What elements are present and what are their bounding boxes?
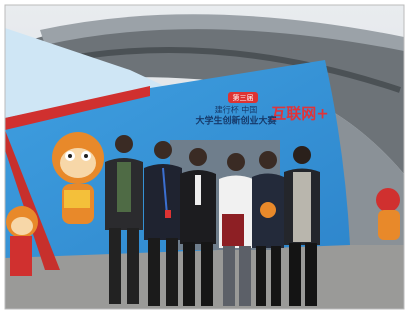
sign-event: 大学生创新创业大赛 bbox=[195, 115, 277, 127]
photo: 第三届 建行杯 中国 大学生创新创业大赛 互联网+ bbox=[0, 0, 409, 314]
sign-brand: 互联网+ bbox=[271, 105, 329, 123]
sign-sponsor: 建行杯 中国 bbox=[215, 105, 258, 115]
mascot-right bbox=[376, 188, 400, 240]
scene: 第三届 建行杯 中国 大学生创新创业大赛 互联网+ bbox=[5, 5, 409, 309]
sign-badge: 第三届 bbox=[233, 93, 254, 102]
page: 第三届 建行杯 中国 大学生创新创业大赛 互联网+ bbox=[0, 0, 409, 314]
